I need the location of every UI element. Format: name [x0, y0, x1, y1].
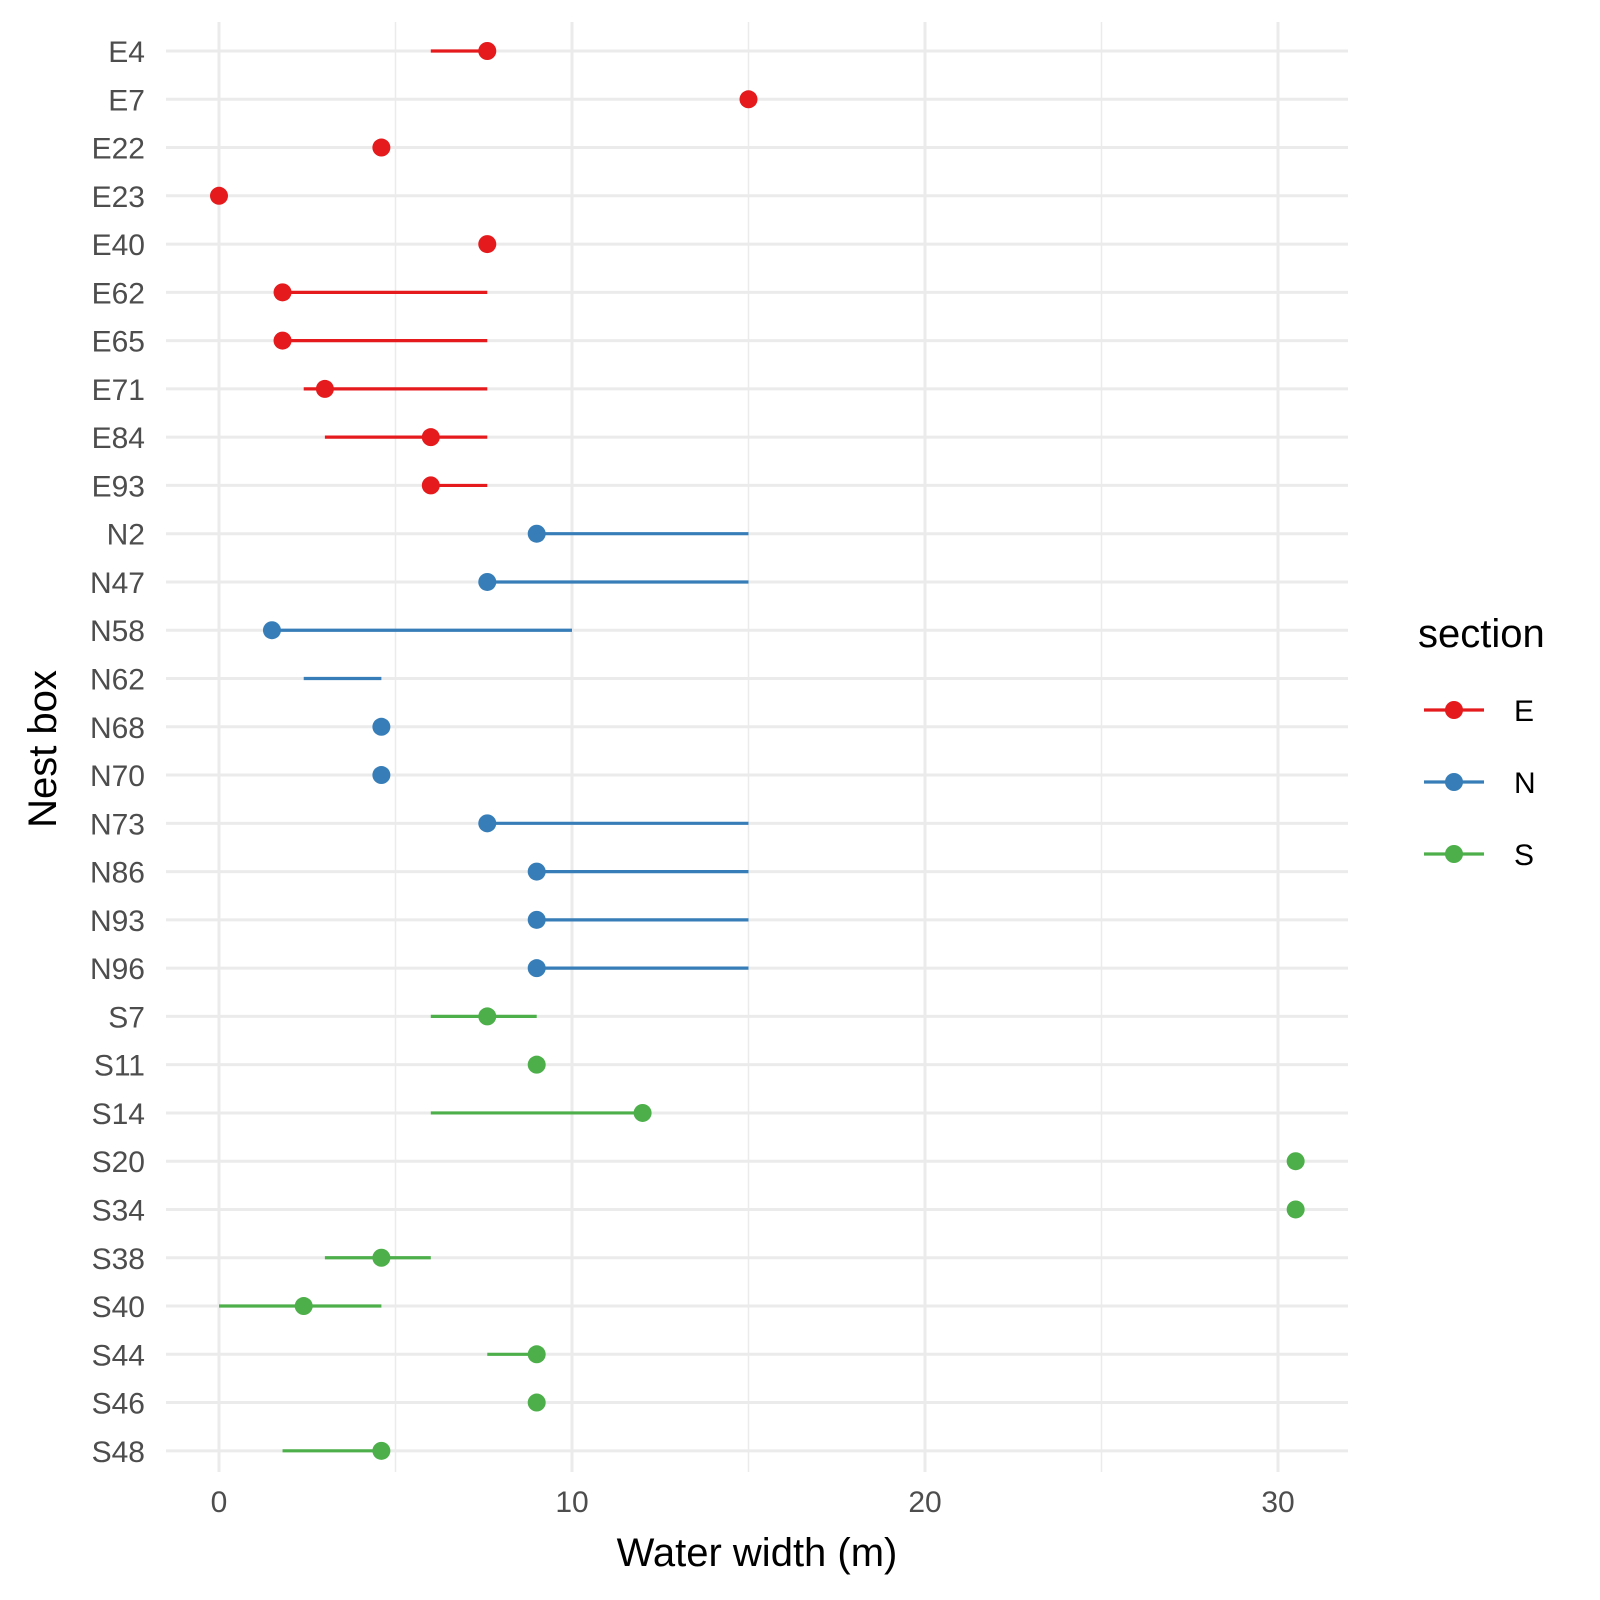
- point-e84: [421, 428, 440, 447]
- point-s34: [1286, 1200, 1305, 1219]
- legend-key-n: [1424, 773, 1484, 791]
- y-tick-label: N47: [90, 567, 145, 600]
- grid-major: [166, 22, 1348, 1472]
- y-tick-label: N62: [90, 664, 145, 697]
- y-tick-label: E22: [92, 133, 145, 166]
- y-tick-label: N2: [107, 519, 145, 552]
- y-tick-label: S48: [92, 1436, 145, 1469]
- legend-key-s: [1424, 845, 1484, 863]
- y-tick-label: E4: [108, 36, 145, 69]
- y-tick-label: E65: [92, 326, 145, 359]
- point-e65: [273, 331, 292, 350]
- legend-label: E: [1514, 695, 1534, 728]
- y-axis-title: Nest box: [21, 670, 65, 828]
- y-tick-label: S7: [108, 1001, 145, 1034]
- legend-key-point: [1445, 773, 1463, 791]
- point-s20: [1286, 1152, 1305, 1171]
- y-tick-label: N68: [90, 712, 145, 745]
- grid-minor: [394, 22, 1103, 1472]
- range-lines: [219, 49, 749, 1453]
- legend-label: N: [1514, 767, 1536, 800]
- x-tick-label: 10: [555, 1486, 588, 1519]
- point-e4: [478, 42, 497, 60]
- legend-key-e: [1424, 701, 1484, 719]
- y-tick-label: S34: [92, 1194, 145, 1227]
- legend-label: S: [1514, 839, 1534, 872]
- y-tick-label: E40: [92, 229, 145, 262]
- y-tick-label: E62: [92, 277, 145, 310]
- x-tick-labels: 0 10 20 30: [211, 1486, 1295, 1519]
- point-e71: [315, 379, 334, 398]
- point-n68: [372, 717, 391, 736]
- point-n86: [527, 862, 546, 881]
- point-n58: [262, 621, 281, 640]
- y-tick-label: E84: [92, 422, 145, 455]
- point-s38: [372, 1248, 391, 1267]
- y-tick-label: N86: [90, 857, 145, 890]
- point-n47: [478, 572, 497, 591]
- point-e23: [210, 186, 228, 205]
- y-tick-label: S11: [94, 1050, 145, 1083]
- y-tick-label: S46: [92, 1388, 145, 1421]
- legend: section E N S: [1418, 612, 1545, 872]
- y-tick-label: S14: [92, 1098, 145, 1131]
- point-s11: [527, 1055, 546, 1074]
- point-s7: [478, 1007, 497, 1026]
- data-points: [210, 42, 1305, 1460]
- y-tick-label: N96: [90, 953, 145, 986]
- point-n70: [372, 766, 391, 785]
- y-tick-label: N58: [90, 615, 145, 648]
- y-tick-labels: E4 E7 E22 E23 E40 E62 E65 E71 E84 E93 N2 N47 N58 N62 N…: [90, 36, 145, 1469]
- x-axis-title: Water width (m): [617, 1531, 898, 1575]
- x-tick-label: 30: [1261, 1486, 1294, 1519]
- y-tick-label: E93: [92, 470, 145, 503]
- y-tick-label: N70: [90, 760, 145, 793]
- point-e93: [421, 476, 440, 495]
- x-tick-label: 20: [908, 1486, 941, 1519]
- point-n73: [478, 814, 497, 833]
- x-tick-label: 0: [211, 1486, 228, 1519]
- y-tick-label: E23: [92, 181, 145, 214]
- y-tick-label: S38: [92, 1243, 145, 1276]
- point-n2: [527, 524, 546, 543]
- y-tick-label: N93: [90, 905, 145, 938]
- point-s44: [527, 1345, 546, 1364]
- point-s40: [294, 1297, 313, 1316]
- y-tick-label: S40: [92, 1291, 145, 1324]
- y-tick-label: N73: [90, 808, 145, 841]
- point-s48: [372, 1441, 391, 1460]
- legend-key-point: [1445, 845, 1463, 863]
- point-e22: [372, 138, 391, 157]
- point-e40: [478, 235, 497, 254]
- point-n96: [527, 959, 546, 978]
- y-tick-label: S44: [92, 1339, 145, 1372]
- point-n93: [527, 910, 546, 929]
- legend-key-point: [1445, 701, 1463, 719]
- point-s14: [633, 1103, 652, 1122]
- point-e7: [739, 90, 758, 109]
- legend-title: section: [1418, 612, 1545, 656]
- y-tick-label: E7: [108, 84, 145, 117]
- point-e62: [273, 283, 292, 302]
- y-tick-label: S20: [92, 1146, 145, 1179]
- y-tick-label: E71: [92, 374, 145, 407]
- point-s46: [527, 1393, 546, 1412]
